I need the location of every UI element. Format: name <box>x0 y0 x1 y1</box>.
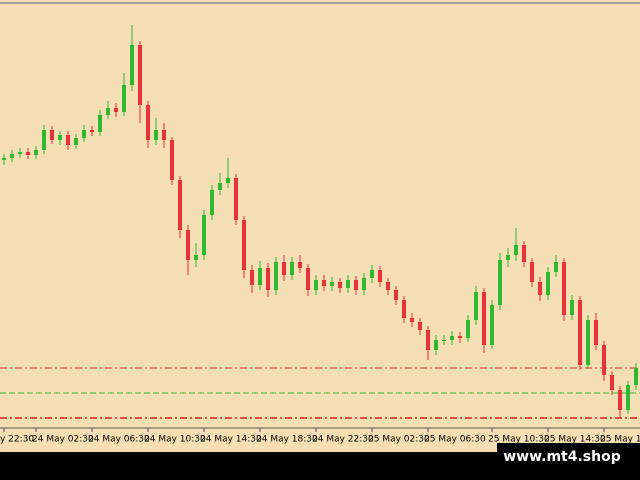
candle-body <box>370 270 374 278</box>
candle-body <box>466 320 470 338</box>
candle-body <box>394 290 398 300</box>
candle-body <box>378 270 382 282</box>
candle-body <box>26 152 30 155</box>
x-tick-label: y 22:30 <box>0 435 34 445</box>
candle-body <box>210 190 214 215</box>
candle-body <box>290 262 294 275</box>
candle-body <box>530 262 534 282</box>
candle-body <box>610 375 614 390</box>
candle-body <box>154 130 158 140</box>
candle-body <box>498 260 502 305</box>
candle-body <box>58 135 62 140</box>
candle-body <box>418 322 422 330</box>
candle-body <box>402 300 406 318</box>
x-tick-label: 24 May 18:30 <box>256 435 318 445</box>
candle-body <box>426 330 430 350</box>
candle-body <box>410 318 414 322</box>
candle-body <box>122 85 126 112</box>
candle-body <box>218 183 222 190</box>
candle-body <box>42 130 46 150</box>
candle-body <box>74 138 78 145</box>
watermark-box <box>497 443 640 472</box>
candle-body <box>82 130 86 138</box>
candle-body <box>346 280 350 288</box>
candle-body <box>266 268 270 290</box>
candle-body <box>18 152 22 154</box>
x-tick-label: 24 May 10:30 <box>144 435 206 445</box>
candle-body <box>162 130 166 140</box>
candle-body <box>314 280 318 290</box>
candle-body <box>194 255 198 260</box>
x-tick-label: 25 May 02:30 <box>368 435 430 445</box>
x-tick-label: 24 May 22:30 <box>312 435 374 445</box>
candle-body <box>482 292 486 345</box>
candle-body <box>90 130 94 132</box>
x-tick-label: 24 May 06:30 <box>88 435 150 445</box>
candle-body <box>386 282 390 290</box>
candle-body <box>490 305 494 345</box>
candle-body <box>242 220 246 270</box>
candle-body <box>450 336 454 340</box>
x-tick-label: 24 May 14:30 <box>200 435 262 445</box>
candle-body <box>330 282 334 286</box>
candle-body <box>578 300 582 365</box>
candle-body <box>618 390 622 410</box>
candle-body <box>338 282 342 288</box>
candle-body <box>34 150 38 155</box>
watermark: www.mt4.shop <box>503 449 621 465</box>
candle-body <box>434 340 438 350</box>
candle-body <box>570 300 574 315</box>
candle-body <box>282 262 286 275</box>
candle-body <box>626 385 630 410</box>
candle-body <box>362 278 366 290</box>
candle-body <box>602 345 606 375</box>
candle-body <box>274 262 278 290</box>
candle-body <box>546 272 550 295</box>
candle-body <box>562 262 566 315</box>
candle-body <box>130 45 134 85</box>
candle-body <box>474 292 478 320</box>
candle-body <box>170 140 174 180</box>
candle-body <box>66 135 70 145</box>
x-tick-label: 25 May 18:30 <box>600 435 640 445</box>
chart-background <box>0 0 640 452</box>
candle-body <box>322 280 326 286</box>
candle-body <box>234 178 238 220</box>
x-tick-label: 24 May 02:30 <box>32 435 94 445</box>
x-tick-label: 25 May 06:30 <box>424 435 486 445</box>
candle-body <box>98 115 102 132</box>
plot-area <box>0 25 640 419</box>
candle-body <box>522 245 526 262</box>
candle-body <box>298 262 302 268</box>
candle-body <box>202 215 206 255</box>
candle-body <box>50 130 54 140</box>
candle-body <box>514 245 518 255</box>
x-tick-label: 25 May 14:30 <box>544 435 606 445</box>
candle-body <box>506 255 510 260</box>
x-tick-label: 25 May 10:30 <box>488 435 550 445</box>
candle-body <box>594 320 598 345</box>
candle-body <box>138 45 142 105</box>
candle-body <box>106 108 110 115</box>
candle-body <box>354 280 358 290</box>
candle-body <box>458 336 462 338</box>
candle-body <box>442 340 446 341</box>
candle-body <box>586 320 590 365</box>
candle-body <box>178 180 182 230</box>
candle-body <box>538 282 542 295</box>
candle-body <box>634 368 638 385</box>
candle-body <box>554 262 558 272</box>
candle-body <box>114 108 118 112</box>
candle-body <box>186 230 190 260</box>
candle-body <box>226 178 230 183</box>
candle-body <box>146 105 150 140</box>
candle-body <box>258 268 262 285</box>
candle-body <box>306 268 310 290</box>
candle-body <box>2 158 6 160</box>
candle-body <box>250 270 254 285</box>
candle-body <box>10 154 14 158</box>
